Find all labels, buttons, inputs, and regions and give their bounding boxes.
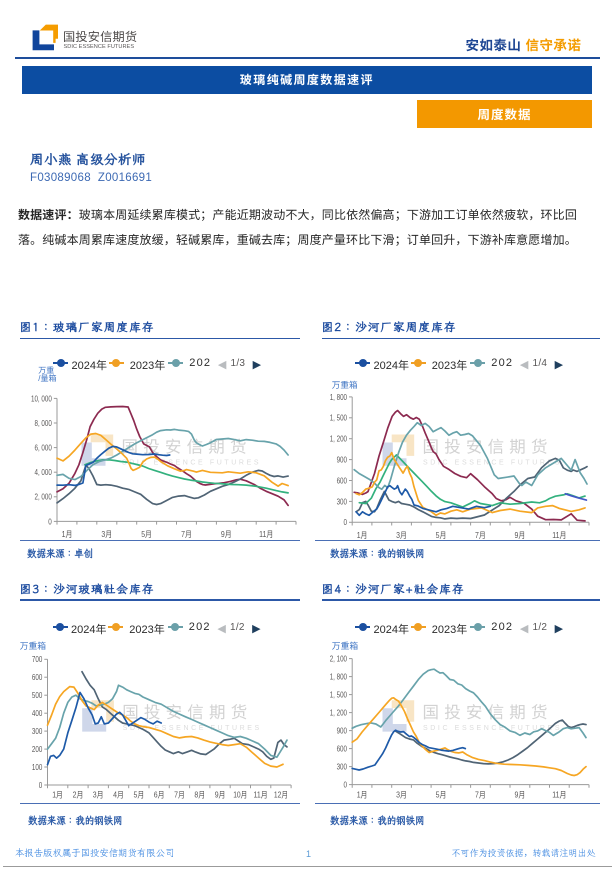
svg-text:300: 300 xyxy=(337,763,348,772)
svg-text:1, 800: 1, 800 xyxy=(330,673,348,682)
svg-text:10月: 10月 xyxy=(233,791,247,800)
svg-text:8月: 8月 xyxy=(194,791,205,800)
svg-text:2, 100: 2, 100 xyxy=(330,655,348,664)
svg-text:1, 200: 1, 200 xyxy=(330,435,348,444)
svg-text:900: 900 xyxy=(337,727,348,736)
svg-text:6月: 6月 xyxy=(154,791,165,800)
svg-text:300: 300 xyxy=(32,727,43,736)
svg-text:4, 000: 4, 000 xyxy=(35,468,53,477)
svg-text:8, 000: 8, 000 xyxy=(35,419,53,428)
svg-text:2, 000: 2, 000 xyxy=(35,493,53,502)
svg-text:1月: 1月 xyxy=(62,530,73,539)
svg-text:200: 200 xyxy=(32,745,43,754)
svg-text:11月: 11月 xyxy=(552,531,566,540)
svg-text:600: 600 xyxy=(337,745,348,754)
svg-text:9月: 9月 xyxy=(515,531,526,540)
svg-text:7月: 7月 xyxy=(181,530,192,539)
svg-text:6, 000: 6, 000 xyxy=(35,444,53,453)
svg-text:3月: 3月 xyxy=(93,791,104,800)
svg-text:国投安信期货: 国投安信期货 xyxy=(122,433,252,457)
svg-text:900: 900 xyxy=(337,456,348,465)
svg-text:9月: 9月 xyxy=(221,530,232,539)
svg-text:700: 700 xyxy=(32,655,43,664)
svg-text:600: 600 xyxy=(32,673,43,682)
svg-text:9月: 9月 xyxy=(215,791,226,800)
svg-text:0: 0 xyxy=(39,781,43,790)
svg-text:SDIC ESSENCE FUTURES: SDIC ESSENCE FUTURES xyxy=(423,725,562,732)
svg-text:11月: 11月 xyxy=(552,791,566,800)
svg-text:7月: 7月 xyxy=(475,791,486,800)
svg-text:1月: 1月 xyxy=(357,531,368,540)
svg-text:5月: 5月 xyxy=(134,791,145,800)
svg-text:5月: 5月 xyxy=(436,791,447,800)
svg-text:国投安信期货: 国投安信期货 xyxy=(423,433,553,457)
svg-text:3月: 3月 xyxy=(101,530,112,539)
svg-text:5月: 5月 xyxy=(436,531,447,540)
svg-text:1, 500: 1, 500 xyxy=(330,691,348,700)
svg-text:9月: 9月 xyxy=(515,791,526,800)
svg-text:400: 400 xyxy=(32,709,43,718)
svg-text:11月: 11月 xyxy=(259,530,273,539)
svg-text:1, 200: 1, 200 xyxy=(330,709,348,718)
svg-text:SDIC ESSENCE FUTURES: SDIC ESSENCE FUTURES xyxy=(423,459,562,466)
svg-text:10, 000: 10, 000 xyxy=(31,394,52,403)
svg-text:7月: 7月 xyxy=(174,791,185,800)
svg-text:0: 0 xyxy=(344,781,348,790)
svg-text:国投安信期货: 国投安信期货 xyxy=(122,699,252,723)
svg-text:600: 600 xyxy=(337,476,348,485)
svg-text:300: 300 xyxy=(337,497,348,506)
svg-text:2月: 2月 xyxy=(73,791,84,800)
svg-text:3月: 3月 xyxy=(396,531,407,540)
svg-text:11月: 11月 xyxy=(254,791,268,800)
svg-text:国投安信期货: 国投安信期货 xyxy=(423,699,553,723)
svg-text:100: 100 xyxy=(32,763,43,772)
svg-text:4月: 4月 xyxy=(113,791,124,800)
svg-text:500: 500 xyxy=(32,691,43,700)
svg-text:SDIC ESSENCE FUTURES: SDIC ESSENCE FUTURES xyxy=(123,725,262,732)
svg-text:1月: 1月 xyxy=(357,791,368,800)
svg-text:1月: 1月 xyxy=(52,791,63,800)
svg-text:0: 0 xyxy=(344,518,348,527)
svg-text:3月: 3月 xyxy=(396,791,407,800)
svg-text:SDIC ESSENCE FUTURES: SDIC ESSENCE FUTURES xyxy=(122,459,261,466)
svg-text:0: 0 xyxy=(48,517,52,526)
svg-text:1, 800: 1, 800 xyxy=(330,393,348,402)
svg-text:5月: 5月 xyxy=(141,530,152,539)
svg-text:12月: 12月 xyxy=(274,791,288,800)
svg-text:7月: 7月 xyxy=(475,531,486,540)
svg-text:1, 500: 1, 500 xyxy=(330,414,348,423)
